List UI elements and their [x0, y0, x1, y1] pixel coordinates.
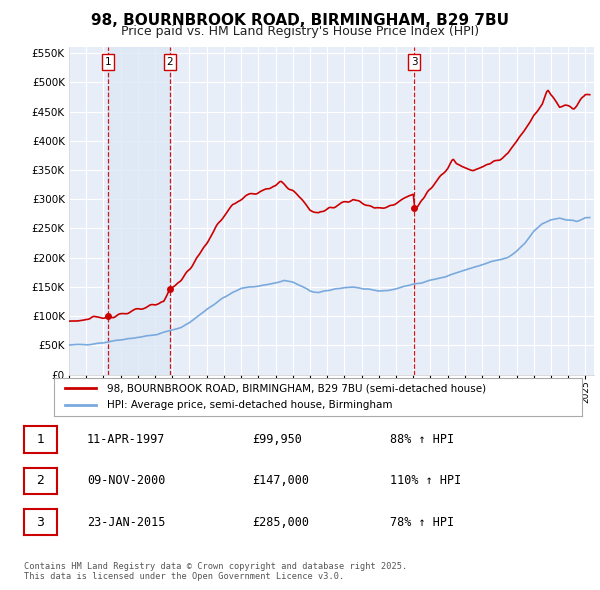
Text: 98, BOURNBROOK ROAD, BIRMINGHAM, B29 7BU (semi-detached house): 98, BOURNBROOK ROAD, BIRMINGHAM, B29 7BU…	[107, 384, 486, 394]
Text: Price paid vs. HM Land Registry's House Price Index (HPI): Price paid vs. HM Land Registry's House …	[121, 25, 479, 38]
Text: HPI: Average price, semi-detached house, Birmingham: HPI: Average price, semi-detached house,…	[107, 400, 392, 410]
Text: £285,000: £285,000	[252, 516, 309, 529]
Text: Contains HM Land Registry data © Crown copyright and database right 2025.
This d: Contains HM Land Registry data © Crown c…	[24, 562, 407, 581]
Text: 1: 1	[37, 433, 44, 446]
Text: £147,000: £147,000	[252, 474, 309, 487]
Text: 110% ↑ HPI: 110% ↑ HPI	[390, 474, 461, 487]
Text: 09-NOV-2000: 09-NOV-2000	[87, 474, 166, 487]
Text: 2: 2	[167, 57, 173, 67]
Text: 1: 1	[105, 57, 112, 67]
Bar	[108, 47, 170, 375]
Text: 11-APR-1997: 11-APR-1997	[87, 433, 166, 446]
Text: 2: 2	[37, 474, 44, 487]
Text: £99,950: £99,950	[252, 433, 302, 446]
Text: 78% ↑ HPI: 78% ↑ HPI	[390, 516, 454, 529]
Text: 23-JAN-2015: 23-JAN-2015	[87, 516, 166, 529]
Text: 3: 3	[411, 57, 418, 67]
Text: 3: 3	[37, 516, 44, 529]
Text: 88% ↑ HPI: 88% ↑ HPI	[390, 433, 454, 446]
Text: 98, BOURNBROOK ROAD, BIRMINGHAM, B29 7BU: 98, BOURNBROOK ROAD, BIRMINGHAM, B29 7BU	[91, 13, 509, 28]
